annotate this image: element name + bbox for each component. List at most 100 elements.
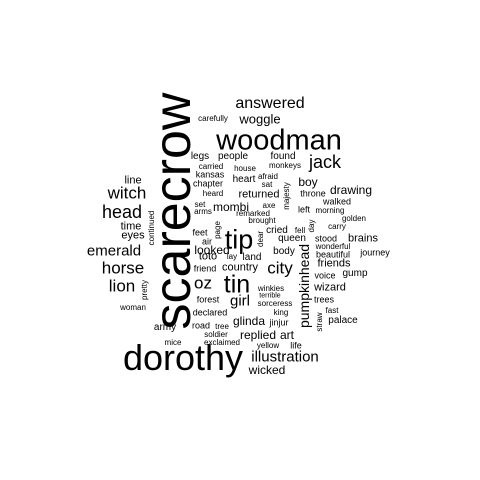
word-left: left	[297, 204, 311, 215]
word-lion: lion	[108, 276, 136, 296]
word-carefully: carefully	[198, 114, 228, 123]
word-art: art	[279, 328, 295, 342]
word-forest: forest	[196, 294, 220, 305]
word-fast: fast	[325, 306, 339, 315]
word-life: life	[290, 340, 302, 351]
word-time: time	[120, 220, 142, 233]
word-golden: golden	[341, 214, 367, 223]
word-winkies: winkies	[257, 284, 285, 293]
word-sat: sat	[261, 180, 273, 189]
word-answered: answered	[235, 95, 305, 112]
word-illustration: illustration	[251, 348, 319, 366]
word-friend: friend	[193, 263, 217, 274]
word-dorothy: dorothy	[122, 337, 244, 378]
word-air: air	[201, 236, 213, 247]
word-tip: tip	[224, 224, 254, 255]
word-heard: heard	[202, 189, 224, 198]
word-palace: palace	[328, 315, 358, 326]
word-mombi: mombi	[212, 200, 250, 214]
word-tree: tree	[215, 322, 229, 331]
word-yellow: yellow	[256, 341, 280, 350]
word-feet: feet	[192, 227, 208, 238]
word-continued: continued	[147, 210, 156, 246]
word-woggle: woggle	[239, 111, 281, 127]
word-wizard: wizard	[314, 281, 346, 294]
word-jinjur: jinjur	[269, 317, 289, 328]
word-throne: throne	[300, 188, 326, 199]
word-people: people	[217, 151, 249, 162]
word-dear: dear	[256, 230, 265, 248]
word-straw: straw	[315, 312, 324, 332]
word-stood: stood	[314, 233, 338, 244]
word-king: king	[273, 308, 289, 317]
word-body: body	[273, 246, 295, 257]
word-glinda: glinda	[232, 314, 266, 328]
word-brains: brains	[348, 232, 378, 245]
word-house: house	[234, 164, 256, 173]
word-woman: woman	[120, 303, 146, 312]
word-lay: lay	[226, 252, 238, 261]
word-carry: carry	[328, 222, 346, 231]
word-fell: fell	[294, 226, 306, 235]
word-terrible: terrible	[259, 292, 281, 300]
word-soldier: soldier	[204, 330, 228, 339]
word-afraid: afraid	[257, 172, 279, 181]
word-trees: trees	[313, 294, 335, 305]
word-brought: brought	[248, 216, 276, 225]
word-returned: returned	[238, 188, 280, 201]
word-horse: horse	[101, 258, 145, 278]
word-eyes: eyes	[121, 229, 145, 242]
word-declared: declared	[192, 307, 228, 318]
word-city: city	[267, 258, 293, 278]
word-tin: tin	[223, 270, 251, 299]
word-heart: heart	[232, 174, 256, 185]
word-friends: friends	[317, 257, 351, 270]
word-page: page	[213, 221, 222, 239]
word-majesty: majesty	[282, 182, 291, 210]
word-gump: gump	[342, 268, 368, 279]
word-mice: mice	[164, 338, 182, 347]
word-wicked: wicked	[248, 363, 286, 377]
word-carried: carried	[198, 162, 224, 171]
word-kansas: kansas	[195, 169, 225, 180]
word-country: country	[221, 261, 259, 274]
word-pumpkinhead: pumpkinhead	[296, 243, 312, 329]
word-monkeys: monkeys	[268, 161, 302, 170]
word-line: line	[124, 174, 142, 187]
word-walked: walked	[322, 196, 352, 207]
word-jack: jack	[308, 152, 342, 172]
word-looked: looked	[194, 243, 230, 257]
word-found: found	[270, 151, 296, 162]
word-wonderful: wonderful	[315, 242, 351, 251]
word-legs: legs	[190, 151, 210, 162]
word-replied: replied	[239, 328, 277, 342]
word-chapter: chapter	[192, 178, 224, 189]
word-axe: axe	[262, 201, 276, 210]
word-land: land	[242, 252, 262, 263]
word-cried: cried	[266, 225, 288, 236]
word-remarked: remarked	[236, 209, 270, 218]
word-queen: queen	[278, 233, 306, 244]
word-woodman: woodman	[216, 124, 342, 157]
word-pretty: pretty	[140, 279, 149, 301]
word-morning: morning	[315, 206, 345, 215]
word-road: road	[191, 320, 211, 331]
word-beautiful: beautiful	[315, 249, 351, 260]
word-head: head	[101, 202, 143, 222]
word-emerald: emerald	[86, 242, 142, 260]
word-sorceress: sorceress	[257, 299, 293, 308]
word-exclaimed: exclaimed	[203, 338, 241, 347]
word-boy: boy	[298, 175, 318, 189]
word-voice: voice	[314, 270, 336, 281]
word-arms: arms	[194, 207, 212, 216]
word-witch: witch	[107, 183, 147, 203]
word-toto: toto	[198, 250, 218, 263]
word-army: army	[153, 322, 177, 333]
word-oz: oz	[194, 273, 212, 293]
word-drawing: drawing	[329, 183, 373, 197]
word-day: day	[307, 219, 316, 233]
word-journey: journey	[360, 247, 390, 258]
word-girl: girl	[229, 292, 251, 310]
word-set: set	[194, 200, 206, 209]
